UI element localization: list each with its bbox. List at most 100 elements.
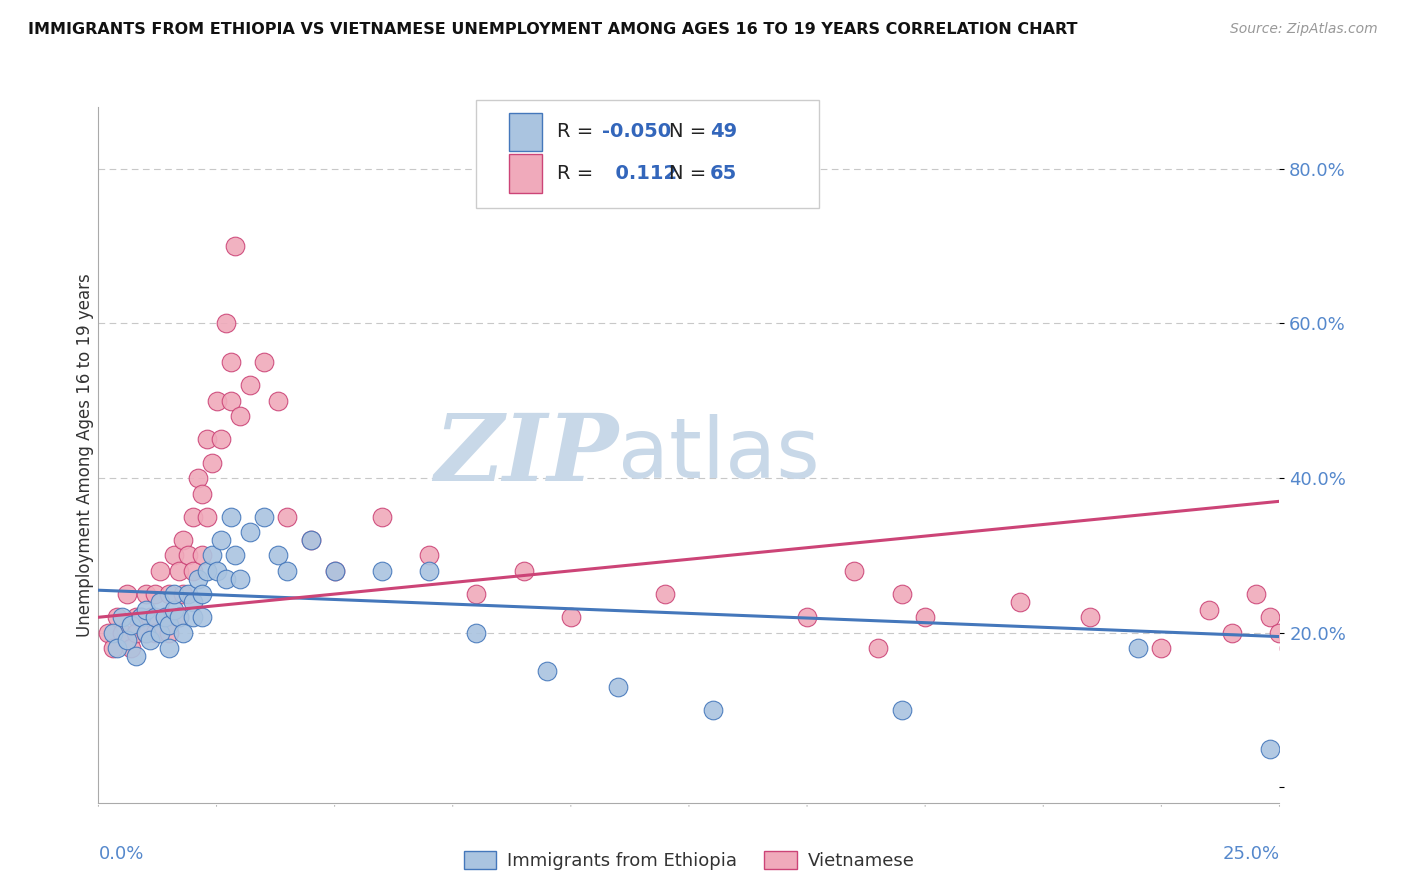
Point <box>1244 587 1267 601</box>
Point <box>139 633 162 648</box>
Point <box>560 610 582 624</box>
FancyBboxPatch shape <box>477 100 818 208</box>
Point <box>181 595 204 609</box>
Point <box>111 625 134 640</box>
Point <box>276 509 298 524</box>
Point <box>157 641 180 656</box>
Point <box>299 533 322 547</box>
Bar <box>509 112 543 151</box>
Point <box>607 680 630 694</box>
Point <box>418 549 440 563</box>
Point <box>135 602 157 616</box>
Point <box>209 533 232 547</box>
Point <box>276 564 298 578</box>
Point <box>371 564 394 578</box>
Point <box>205 393 228 408</box>
Point <box>195 509 218 524</box>
Point <box>323 564 346 578</box>
Point <box>187 572 209 586</box>
Point <box>890 587 912 601</box>
Text: 25.0%: 25.0% <box>1222 846 1279 863</box>
Point <box>1220 625 1243 640</box>
Point <box>796 610 818 624</box>
Point <box>135 625 157 640</box>
Point <box>1258 741 1281 756</box>
Point <box>299 533 322 547</box>
Point <box>97 625 120 640</box>
Point <box>201 456 224 470</box>
Point <box>105 641 128 656</box>
Text: 0.112: 0.112 <box>602 164 676 183</box>
Point <box>253 509 276 524</box>
Point <box>191 610 214 624</box>
Point <box>914 610 936 624</box>
Point <box>1268 625 1291 640</box>
Point <box>323 564 346 578</box>
Point <box>125 610 148 624</box>
Point <box>1258 610 1281 624</box>
Point <box>465 587 488 601</box>
Point <box>239 525 262 540</box>
Point <box>101 625 124 640</box>
Point <box>253 355 276 369</box>
Point <box>153 610 176 624</box>
Point <box>167 564 190 578</box>
Text: 49: 49 <box>710 122 737 141</box>
Point <box>149 564 172 578</box>
Text: R =: R = <box>557 122 599 141</box>
Point <box>418 564 440 578</box>
Point <box>195 564 218 578</box>
Point <box>219 393 242 408</box>
Point <box>172 625 194 640</box>
Point <box>224 549 246 563</box>
Point <box>105 610 128 624</box>
Point <box>1008 595 1031 609</box>
Point <box>149 595 172 609</box>
Point <box>125 648 148 663</box>
Point <box>205 564 228 578</box>
Point <box>229 572 252 586</box>
Point <box>844 564 866 578</box>
Text: Source: ZipAtlas.com: Source: ZipAtlas.com <box>1230 22 1378 37</box>
Point <box>181 564 204 578</box>
Legend: Immigrants from Ethiopia, Vietnamese: Immigrants from Ethiopia, Vietnamese <box>457 844 921 877</box>
Text: ZIP: ZIP <box>434 410 619 500</box>
Point <box>229 409 252 424</box>
Point <box>201 549 224 563</box>
Text: R =: R = <box>557 164 599 183</box>
Point <box>163 549 186 563</box>
Point <box>157 618 180 632</box>
Point <box>135 625 157 640</box>
Point <box>890 703 912 717</box>
Point <box>465 625 488 640</box>
Point <box>149 625 172 640</box>
Point <box>153 610 176 624</box>
Point <box>187 471 209 485</box>
Text: 0.0%: 0.0% <box>98 846 143 863</box>
Point <box>267 393 290 408</box>
Point <box>224 239 246 253</box>
Point <box>172 587 194 601</box>
Point <box>167 610 190 624</box>
Point <box>101 641 124 656</box>
Point <box>1278 641 1301 656</box>
Point <box>115 587 138 601</box>
Point <box>181 509 204 524</box>
Point <box>143 625 166 640</box>
Point <box>191 486 214 500</box>
Point <box>191 549 214 563</box>
Text: -0.050: -0.050 <box>602 122 671 141</box>
Text: 65: 65 <box>710 164 738 183</box>
Point <box>195 433 218 447</box>
Point <box>181 610 204 624</box>
Point <box>866 641 889 656</box>
Point <box>125 625 148 640</box>
Point <box>1198 602 1220 616</box>
Point <box>239 378 262 392</box>
Point <box>121 618 143 632</box>
Point <box>1126 641 1149 656</box>
Point <box>219 355 242 369</box>
Point <box>177 587 200 601</box>
Point <box>129 610 152 624</box>
Point <box>143 610 166 624</box>
